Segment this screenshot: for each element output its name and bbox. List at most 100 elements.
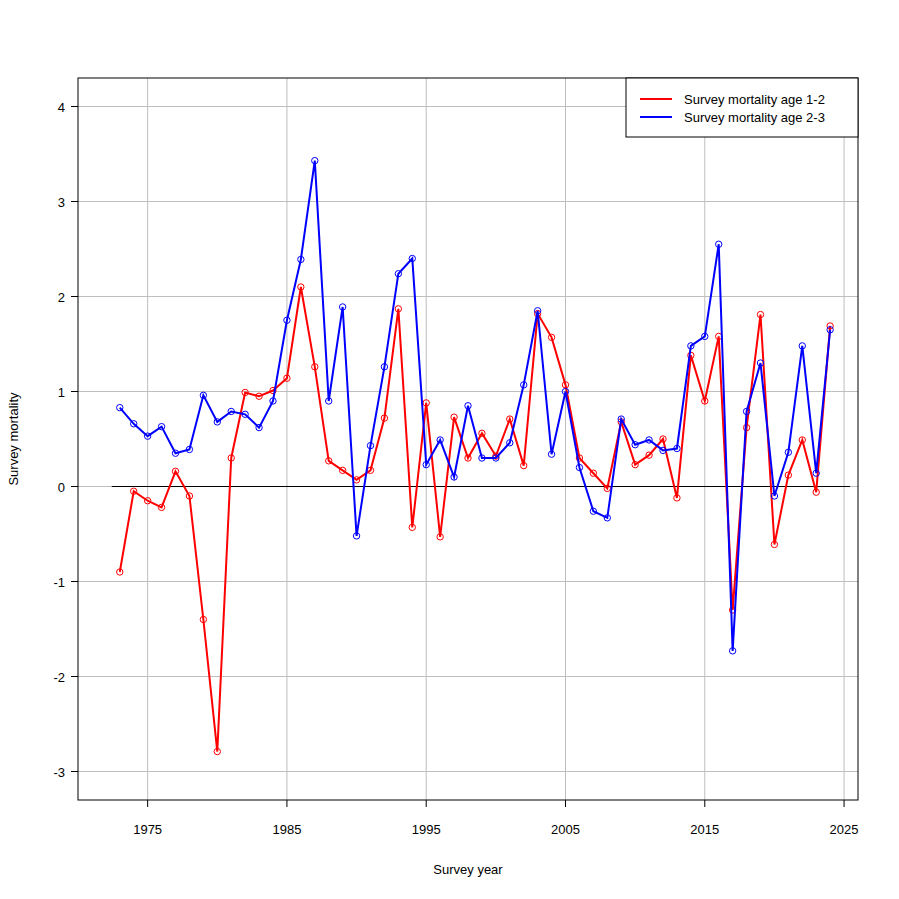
point	[242, 411, 248, 417]
point	[632, 442, 638, 448]
point	[493, 455, 499, 461]
point	[507, 440, 513, 446]
point	[437, 534, 443, 540]
grid-line	[78, 771, 858, 772]
point	[437, 437, 443, 443]
point	[548, 451, 554, 457]
point	[660, 436, 666, 442]
point	[813, 489, 819, 495]
legend-label: Survey mortality age 2-3	[684, 110, 825, 125]
grid-line	[78, 581, 858, 582]
point	[353, 533, 359, 539]
point	[298, 284, 304, 290]
x-axis-title: Survey year	[433, 862, 503, 877]
point	[771, 541, 777, 547]
x-tick	[565, 800, 566, 807]
point	[200, 392, 206, 398]
grid-line	[565, 78, 566, 800]
x-tick-label: 1995	[412, 822, 441, 837]
point	[479, 430, 485, 436]
point	[562, 382, 568, 388]
legend-box	[626, 78, 858, 137]
y-tick-label: -1	[53, 575, 65, 590]
x-tick-label: 2005	[551, 822, 580, 837]
grid-line	[78, 391, 858, 392]
x-tick	[844, 800, 845, 807]
point	[256, 424, 262, 430]
point	[632, 461, 638, 467]
legend-swatch	[640, 98, 672, 100]
point	[312, 157, 318, 163]
point	[590, 470, 596, 476]
point	[757, 311, 763, 317]
grid-line	[704, 78, 705, 800]
background	[0, 0, 899, 899]
y-tick-label: 4	[58, 100, 65, 115]
x-tick	[426, 800, 427, 807]
point	[367, 467, 373, 473]
point	[172, 450, 178, 456]
y-tick	[71, 676, 78, 677]
point	[214, 748, 220, 754]
point	[674, 495, 680, 501]
point	[158, 423, 164, 429]
y-tick	[71, 391, 78, 392]
plot-frame	[78, 78, 858, 800]
zero-line	[112, 486, 850, 487]
grid-line	[426, 78, 427, 800]
x-tick-label: 2025	[830, 822, 859, 837]
point	[270, 398, 276, 404]
y-tick-label: 0	[58, 480, 65, 495]
point	[256, 393, 262, 399]
point	[479, 455, 485, 461]
point	[284, 317, 290, 323]
grid-line	[78, 201, 858, 202]
point	[507, 416, 513, 422]
point	[117, 569, 123, 575]
point	[604, 485, 610, 491]
grid-line	[78, 676, 858, 677]
grid-line	[844, 78, 845, 800]
point	[604, 515, 610, 521]
point	[521, 462, 527, 468]
point	[465, 455, 471, 461]
point	[158, 504, 164, 510]
point	[326, 398, 332, 404]
point	[465, 403, 471, 409]
y-tick	[71, 106, 78, 107]
series-line	[120, 161, 830, 651]
point	[131, 421, 137, 427]
point	[548, 334, 554, 340]
point	[716, 241, 722, 247]
point	[339, 304, 345, 310]
point	[813, 470, 819, 476]
y-tick	[71, 296, 78, 297]
x-tick	[286, 800, 287, 807]
y-tick	[71, 581, 78, 582]
point	[395, 306, 401, 312]
data-group	[117, 157, 834, 754]
y-tick	[71, 771, 78, 772]
point	[186, 493, 192, 499]
point	[799, 437, 805, 443]
y-tick-label: -3	[53, 765, 65, 780]
point	[743, 408, 749, 414]
point	[646, 452, 652, 458]
point	[381, 364, 387, 370]
legend-label: Survey mortality age 1-2	[684, 92, 825, 107]
point	[674, 445, 680, 451]
point	[576, 464, 582, 470]
point	[562, 388, 568, 394]
point	[117, 404, 123, 410]
point	[144, 498, 150, 504]
point	[729, 648, 735, 654]
point	[827, 327, 833, 333]
point	[312, 364, 318, 370]
point	[131, 488, 137, 494]
point	[785, 449, 791, 455]
point	[353, 477, 359, 483]
x-tick-label: 2015	[690, 822, 719, 837]
point	[242, 389, 248, 395]
y-axis-title: Survey mortality	[6, 392, 21, 486]
point	[284, 375, 290, 381]
